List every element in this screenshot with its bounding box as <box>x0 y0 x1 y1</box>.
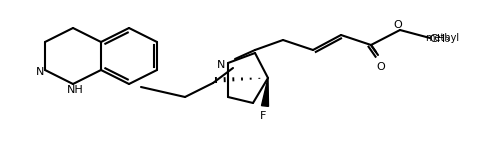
Text: O: O <box>376 62 386 72</box>
Text: CH₃: CH₃ <box>430 34 450 44</box>
Text: N: N <box>217 60 225 70</box>
Text: methyl: methyl <box>425 33 459 43</box>
Polygon shape <box>262 78 268 106</box>
Text: NH: NH <box>66 85 84 95</box>
Text: O: O <box>394 20 402 30</box>
Text: N: N <box>36 67 44 77</box>
Text: F: F <box>260 111 266 121</box>
